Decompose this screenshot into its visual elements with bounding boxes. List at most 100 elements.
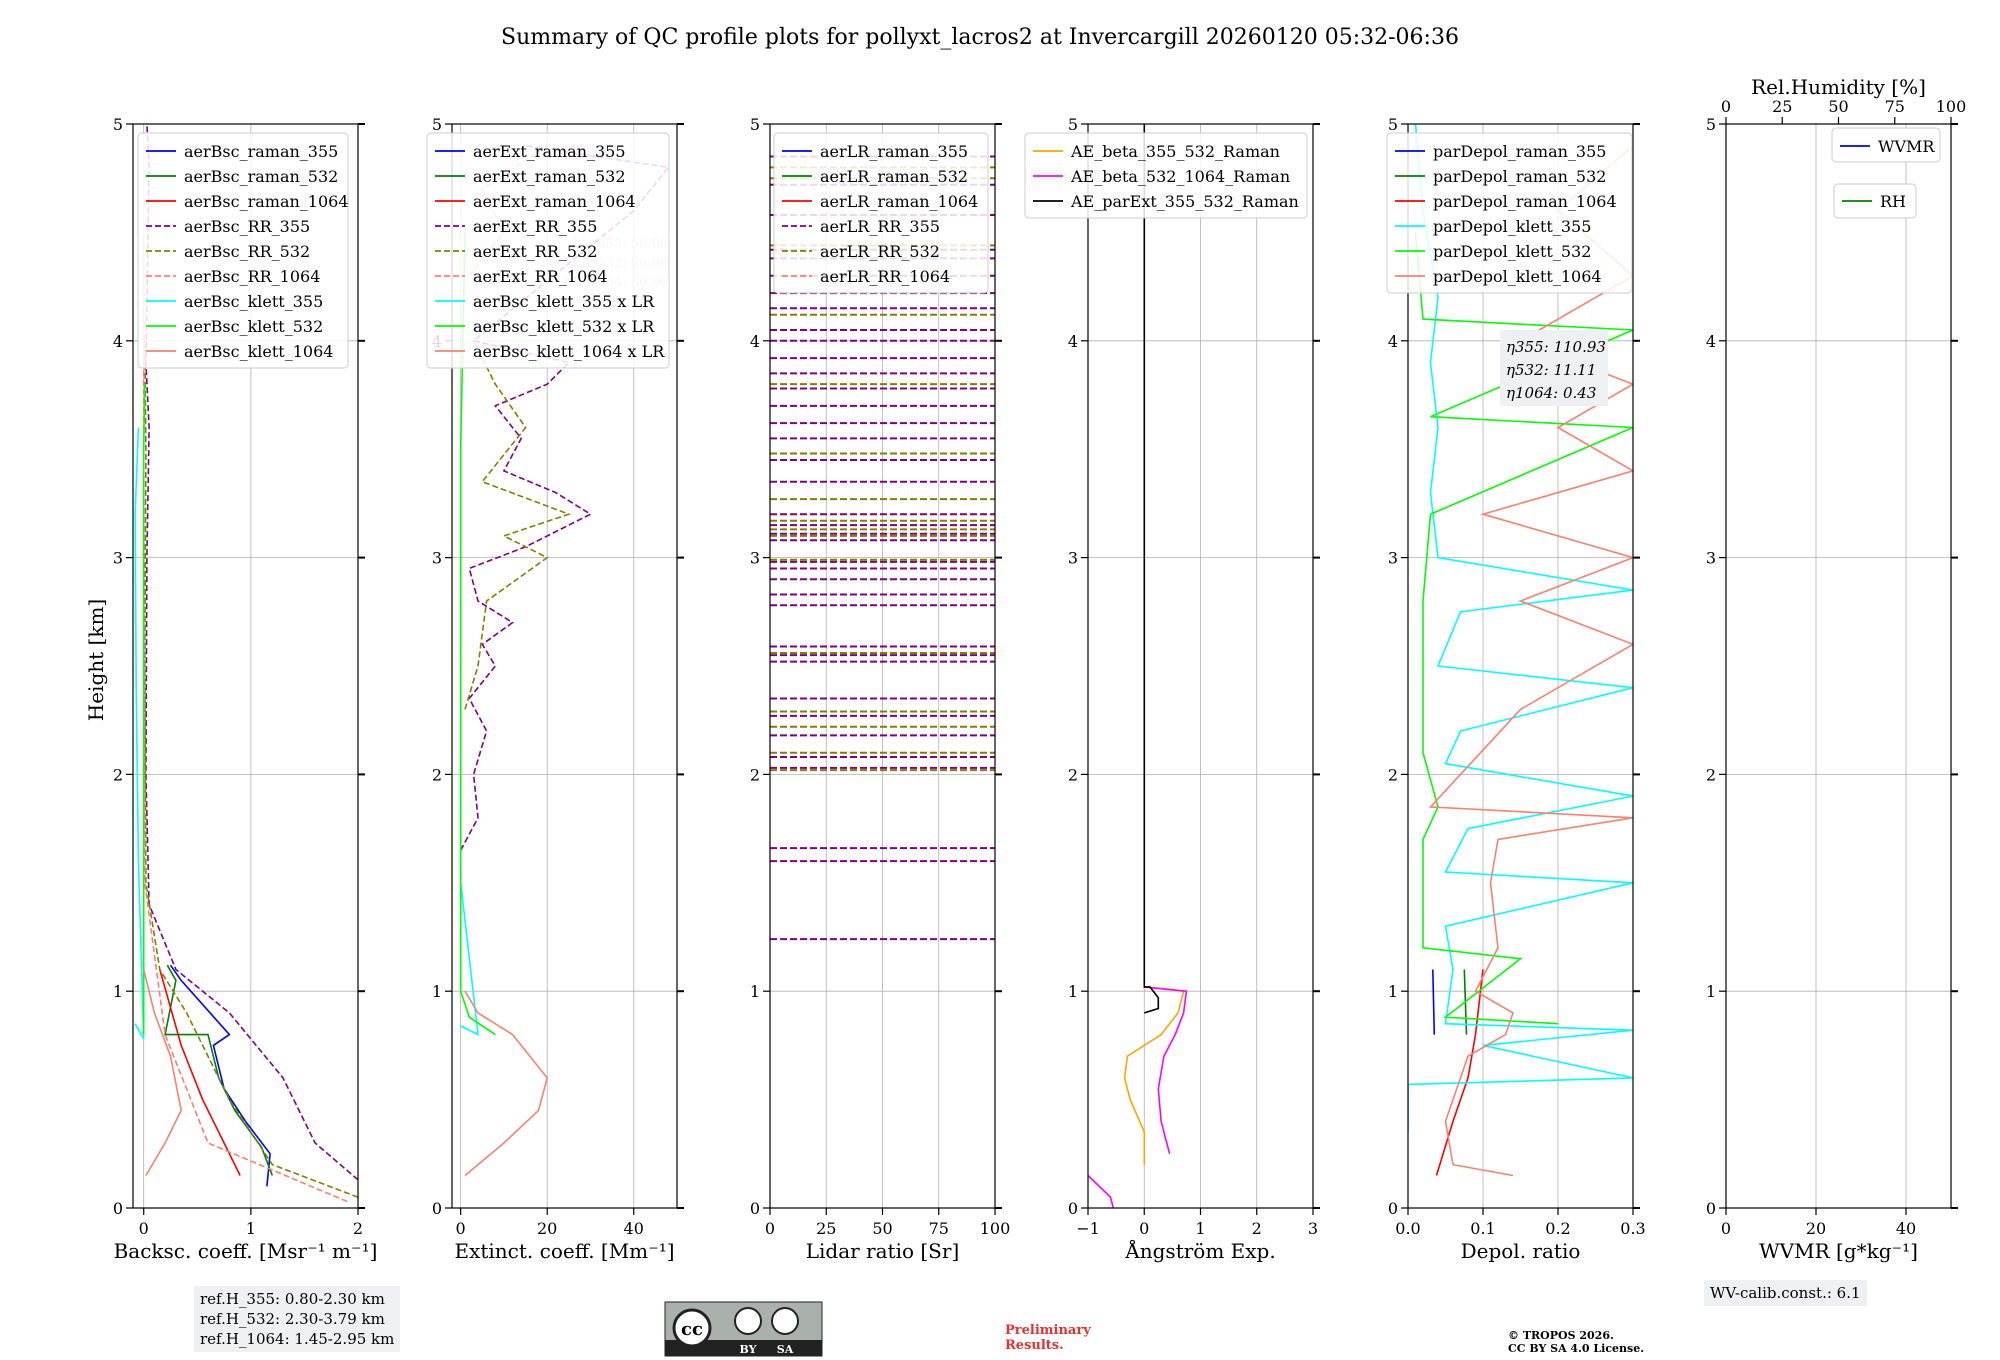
legend-entry: aerExt_RR_1064 (473, 267, 608, 286)
x-tick-label: 0 (1721, 1219, 1731, 1238)
eta-label-0: η355: 110.93 (1506, 338, 1606, 356)
series-parDepol_raman_355 (1432, 969, 1436, 1035)
legend-entry: WVMR (1878, 137, 1935, 156)
series-aerBsc_klett_355 x LR (459, 774, 479, 1036)
y-tick-label: 0 (750, 1199, 760, 1218)
figure-title: Summary of QC profile plots for pollyxt_… (501, 25, 1459, 50)
copyright-line-1: © TROPOS 2026. (1508, 1329, 1614, 1342)
legend-entry: aerBsc_klett_1064 x LR (473, 342, 665, 361)
preliminary-line-1: Preliminary (1005, 1323, 1091, 1338)
legend-entry: aerExt_raman_355 (473, 142, 626, 161)
x-tick-label: 20 (537, 1219, 557, 1238)
series-aerBsc_RR_1064 (142, 232, 348, 1203)
legend-entry: aerLR_RR_532 (820, 242, 940, 261)
top-x-tick-label: 75 (1885, 97, 1905, 116)
ref-height-532: ref.H_532: 2.30-3.79 km (200, 1310, 385, 1328)
axes-frame-wv (1725, 123, 1952, 1209)
top-x-tick-label: 50 (1828, 97, 1848, 116)
ref-heights-box: ref.H_355: 0.80-2.30 km ref.H_532: 2.30-… (194, 1286, 401, 1352)
y-tick-label: 5 (432, 115, 442, 134)
y-tick-label: 2 (1388, 765, 1398, 784)
y-tick-label: 1 (432, 982, 442, 1001)
x-tick-label: 0 (765, 1219, 775, 1238)
y-tick-label: 0 (1706, 1199, 1716, 1218)
legend-entry: AE_beta_355_532_Raman (1070, 142, 1280, 161)
x-tick-label: 0 (139, 1219, 149, 1238)
y-tick-label: 4 (1706, 332, 1716, 351)
series-aerBsc_raman_532 (164, 964, 274, 1176)
series-group-ae (1088, 124, 1188, 1208)
x-tick-label: 1 (246, 1219, 256, 1238)
axes-frame-ext (451, 123, 678, 1209)
y-tick-label: 1 (1706, 982, 1716, 1001)
legend-entry: parDepol_raman_532 (1433, 167, 1606, 186)
y-tick-label: 2 (1068, 765, 1078, 784)
legend-entry: aerLR_RR_1064 (820, 267, 950, 286)
y-tick-label: 4 (1388, 332, 1398, 351)
legend-entry: aerLR_RR_355 (820, 217, 940, 236)
y-tick-label: 3 (1706, 549, 1716, 568)
x-tick-label: 0 (456, 1219, 466, 1238)
x-axis-label-bsc: Backsc. coeff. [Msr⁻¹ m⁻¹] (114, 1239, 378, 1263)
legend-entry: aerExt_raman_532 (473, 167, 626, 186)
y-tick-label: 3 (750, 549, 760, 568)
x-tick-label: 3 (1308, 1219, 1318, 1238)
y-tick-label: 1 (113, 982, 123, 1001)
legend-entry: aerExt_raman_1064 (473, 192, 636, 211)
x-axis-label-lr: Lidar ratio [Sr] (806, 1239, 960, 1263)
legend-box (1831, 127, 1941, 163)
y-tick-label: 3 (432, 549, 442, 568)
legend-entry: aerBsc_klett_355 (184, 292, 323, 311)
legend-rh: RH (1833, 183, 1917, 219)
series-AE_parExt_355_532_Raman (1143, 124, 1160, 1014)
legend-box (1386, 132, 1633, 294)
person-icon (734, 1307, 762, 1335)
legend-entry: aerExt_RR_355 (473, 217, 597, 236)
legend-entry: parDepol_klett_532 (1433, 242, 1591, 261)
eta-label-1: η532: 11.11 (1506, 361, 1596, 379)
legend-box (137, 132, 349, 369)
y-tick-label: 4 (113, 332, 123, 351)
series-parDepol_raman_1064 (1435, 969, 1484, 1176)
x-tick-label: 0.2 (1545, 1219, 1570, 1238)
y-tick-label: 2 (432, 765, 442, 784)
legend-entry: aerBsc_RR_532 (184, 242, 310, 261)
eta-box (1500, 330, 1608, 406)
wv-calib-box: WV-calib.const.: 6.1 (1704, 1280, 1867, 1306)
x-tick-label: 0 (1139, 1219, 1149, 1238)
series-AE_beta_355_532_Raman (1123, 986, 1185, 1165)
legend-entry: AE_parExt_355_532_Raman (1070, 192, 1299, 211)
cc-logo-text: cc (681, 1319, 703, 1340)
y-tick-label: 0 (1388, 1199, 1398, 1218)
legend-entry: aerBsc_klett_355 x LR (473, 292, 655, 311)
panel-depol: 0 1 2 3 4 5 0.0 0.1 0.2 0.3 Depol. ratio parDepol_r… (1386, 115, 1646, 1263)
legend-entry: parDepol_klett_1064 (1433, 267, 1602, 286)
legend-entry: aerBsc_klett_1064 (184, 342, 333, 361)
legend-box (1833, 183, 1917, 219)
copyright-note: © TROPOS 2026. CC BY SA 4.0 License. (1508, 1329, 1644, 1355)
legend-entry: aerBsc_raman_355 (184, 142, 338, 161)
legend-entry: AE_beta_532_1064_Raman (1070, 167, 1290, 186)
series-aerBsc_RR_532 (143, 340, 358, 1198)
x-tick-label: 100 (980, 1219, 1011, 1238)
x-axis-label-ext: Extinct. coeff. [Mm⁻¹] (454, 1239, 674, 1263)
x-tick-label: 0.1 (1470, 1219, 1495, 1238)
series-AE_beta_532_1064_Raman (1088, 1174, 1115, 1208)
y-tick-label: 0 (432, 1199, 442, 1218)
share-alike-icon (771, 1307, 799, 1335)
legend-ae: AE_beta_355_532_Raman AE_beta_532_1064_Ra… (1024, 132, 1308, 219)
y-tick-label: 2 (750, 765, 760, 784)
x-tick-label: 40 (1896, 1219, 1916, 1238)
legend-entry: aerBsc_klett_532 (184, 317, 323, 336)
x-tick-label: 50 (872, 1219, 892, 1238)
y-tick-label: 4 (750, 332, 760, 351)
legend-lr: aerLR_raman_355 aerLR_raman_532 aerLR_rama… (773, 132, 989, 294)
by-label: BY (740, 1343, 757, 1356)
legend-entry: parDepol_raman_355 (1433, 142, 1606, 161)
series-aerBsc_klett_532 x LR (459, 232, 496, 1036)
series-aerBsc_klett_1064 x LR (464, 990, 549, 1177)
